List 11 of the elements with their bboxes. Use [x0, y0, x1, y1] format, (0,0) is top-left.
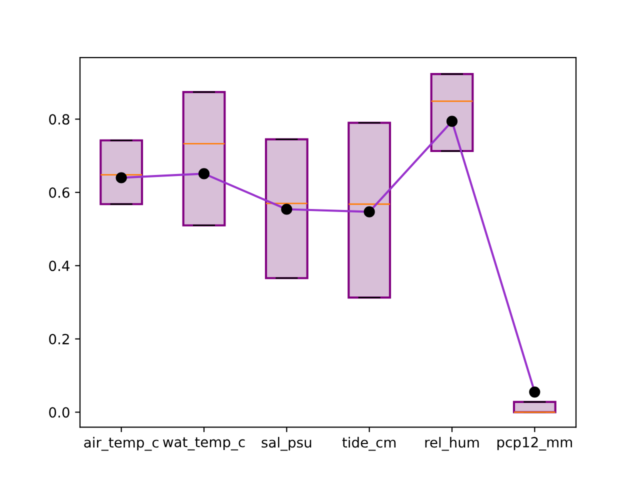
x-tick-label: air_temp_c	[84, 436, 158, 451]
y-tick-label: 0.8	[49, 114, 70, 125]
y-tick-label: 0.0	[49, 407, 70, 418]
y-tick-label: 0.6	[49, 187, 70, 198]
x-tick-label: rel_hum	[425, 436, 479, 451]
x-tick-label: tide_cm	[342, 436, 396, 451]
x-tick-label: pcp12_mm	[497, 436, 572, 451]
x-tick-label: sal_psu	[262, 436, 312, 451]
y-tick-label: 0.2	[49, 334, 69, 344]
x-tick-label: wat_temp_c	[162, 437, 245, 450]
y-tick-label: 0.4	[49, 260, 70, 272]
